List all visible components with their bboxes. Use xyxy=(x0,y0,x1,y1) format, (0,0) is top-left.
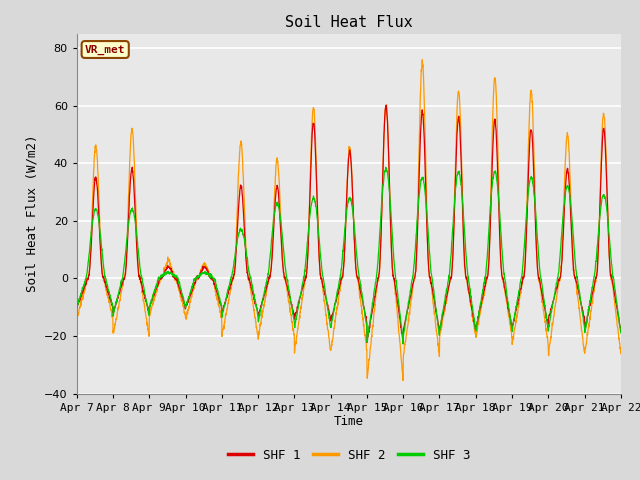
Y-axis label: Soil Heat Flux (W/m2): Soil Heat Flux (W/m2) xyxy=(26,135,38,292)
Legend: SHF 1, SHF 2, SHF 3: SHF 1, SHF 2, SHF 3 xyxy=(223,444,475,467)
Title: Soil Heat Flux: Soil Heat Flux xyxy=(285,15,413,30)
X-axis label: Time: Time xyxy=(334,415,364,429)
Text: VR_met: VR_met xyxy=(85,44,125,55)
